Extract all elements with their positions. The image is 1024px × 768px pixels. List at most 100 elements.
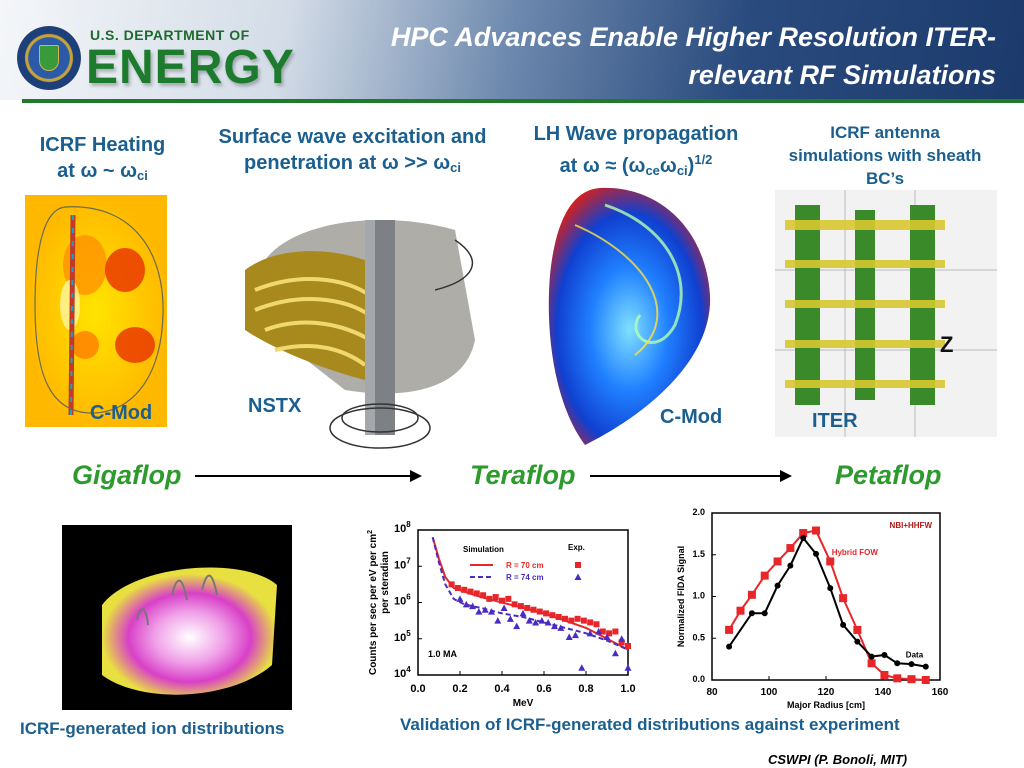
label-nstx: NSTX	[248, 395, 302, 417]
data-point	[726, 643, 733, 650]
cmod-icrf-image	[25, 195, 167, 427]
arrow-right-icon	[195, 470, 422, 482]
teraflop-label: Teraflop	[470, 460, 576, 490]
data-point	[549, 612, 556, 619]
data-point	[839, 594, 848, 603]
data-point	[565, 633, 573, 640]
legend-sim-title: Simulation	[463, 545, 504, 554]
data-point	[517, 603, 524, 610]
data-point	[800, 535, 807, 542]
y-axis-label-line2: per steradian	[380, 551, 391, 614]
y-tick-label: 1.0	[692, 591, 705, 601]
data-point	[519, 609, 527, 617]
label-cmod-1: C-Mod	[90, 402, 153, 424]
data-point	[461, 586, 468, 593]
data-point	[557, 624, 565, 631]
data-point	[492, 594, 499, 601]
data-point	[593, 621, 600, 628]
heading-line: simulations with sheath	[788, 146, 982, 165]
lh-wave-image	[548, 187, 711, 445]
caption-ion-distributions: ICRF-generated ion distributions	[20, 719, 285, 738]
header-divider	[22, 99, 1024, 103]
data-point	[826, 557, 835, 566]
data-point	[854, 638, 861, 645]
heading-line: at ω ~ ωci	[20, 158, 185, 189]
data-point	[761, 610, 768, 617]
data-point	[486, 595, 493, 602]
x-tick-label: 80	[706, 687, 718, 698]
data-point	[618, 639, 625, 646]
data-point	[467, 588, 474, 595]
arrow-right-icon	[590, 470, 792, 482]
data-point	[760, 571, 769, 580]
data-point	[538, 617, 546, 624]
heading-line: ICRF antenna	[830, 123, 940, 142]
data-point	[893, 674, 902, 683]
data-point	[921, 676, 930, 684]
data-point	[786, 544, 795, 553]
x-tick-label: 160	[932, 687, 949, 698]
data-point	[867, 659, 876, 668]
data-point	[532, 618, 540, 626]
data-point	[827, 585, 834, 592]
heading-line: penetration at ω >> ωci	[195, 150, 510, 181]
y-tick-label: 1.5	[692, 549, 705, 559]
heading-icrf-antenna: ICRF antenna simulations with sheath BC’…	[765, 121, 1005, 190]
series-label: Hybrid FOW	[832, 548, 879, 557]
y-tick-label: 0.5	[692, 632, 705, 642]
data-point	[505, 595, 512, 602]
fida-signal-chart: 80 100 120 140 160 0.0 0.5 1.0 1.5 2.0 Major Radiu…	[676, 507, 949, 710]
data-point	[499, 597, 505, 604]
data-point	[500, 604, 508, 611]
heading-line: Surface wave excitation and	[218, 126, 487, 148]
header-banner	[0, 0, 1024, 100]
data-point	[536, 608, 543, 615]
data-point	[922, 663, 929, 670]
legend-label: R = 74 cm	[506, 573, 544, 582]
data-point	[813, 550, 820, 557]
legend-exp-title: Exp.	[568, 543, 585, 552]
x-tick-label: 120	[818, 687, 835, 698]
label-iter: ITER	[812, 410, 858, 432]
data-point	[494, 617, 502, 624]
slide-title: HPC Advances Enable Higher Resolution IT…	[316, 18, 996, 94]
heading-lh-wave: LH Wave propagation at ω ≈ (ωceωci)1/2	[512, 121, 760, 184]
data-point	[612, 628, 619, 635]
subscript: ci	[676, 163, 688, 178]
data-point	[454, 585, 461, 591]
axis-z-label: Z	[940, 332, 953, 357]
heading-text: at ω ≈ (ω	[559, 155, 646, 177]
data-point	[448, 581, 455, 588]
y-tick-label: 106	[394, 593, 411, 608]
data-point	[506, 615, 514, 622]
x-axis-label: MeV	[513, 698, 534, 709]
data-point	[868, 653, 875, 660]
data-point	[488, 608, 495, 615]
data-point	[473, 590, 480, 597]
data-point	[881, 651, 888, 658]
heading-line: LH Wave propagation	[533, 123, 739, 145]
logo-text-big: ENERGY	[86, 41, 295, 94]
series-line	[728, 529, 926, 681]
data-point	[840, 621, 847, 628]
data-point	[568, 617, 575, 624]
legend-marker	[574, 573, 582, 580]
data-point	[908, 661, 915, 668]
annotation: 1.0 MA	[428, 649, 458, 659]
logo-text-small: U.S. DEPARTMENT OF	[90, 27, 250, 43]
data-point	[907, 675, 916, 684]
energy-spectrum-chart: 0.0 0.2 0.4 0.6 0.8 1.0 104 105 106 107 108 MeV Coun…	[367, 520, 636, 709]
data-point	[773, 557, 782, 566]
data-point	[524, 604, 531, 611]
data-point	[574, 615, 581, 622]
y-tick-label: 2.0	[692, 507, 705, 517]
data-point	[480, 592, 487, 599]
series-line	[431, 537, 629, 651]
data-point	[603, 633, 611, 640]
ion-distribution-image	[62, 525, 292, 710]
data-point	[544, 618, 552, 626]
y-tick-label: 104	[394, 665, 411, 680]
y-tick-label: 108	[394, 520, 411, 535]
heading-line: at ω ≈ (ωceωci)1/2	[512, 147, 760, 184]
data-point	[456, 595, 464, 602]
